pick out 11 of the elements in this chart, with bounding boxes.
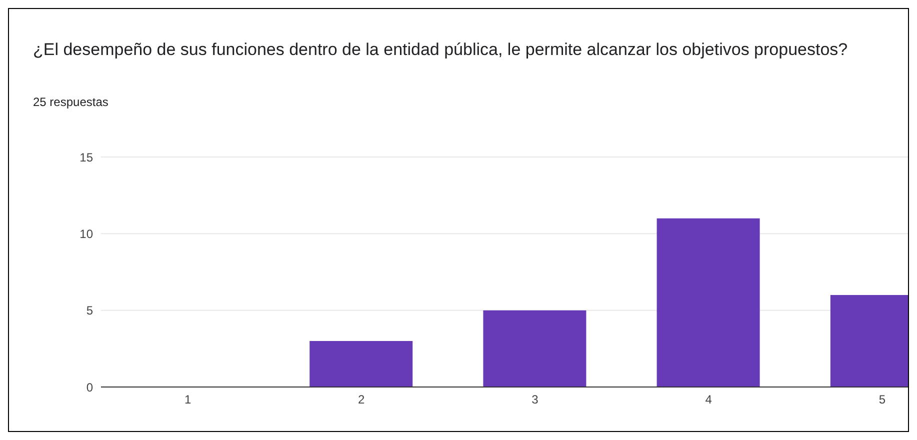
- x-tick-label: 3: [532, 392, 539, 407]
- x-tick-label: 5: [878, 392, 886, 407]
- y-tick-label: 15: [80, 150, 94, 164]
- chart-subtitle: 25 respuestas: [33, 95, 108, 109]
- y-tick-label: 10: [80, 226, 94, 241]
- y-tick-label: 0: [86, 380, 94, 394]
- x-tick-label: 4: [705, 392, 712, 407]
- x-tick-label: 1: [184, 392, 192, 407]
- y-tick-label: 5: [86, 304, 94, 318]
- chart-title: ¿El desempeño de sus funciones dentro de la entidad pública, le permite alcanzar los objetivos propuestos?: [33, 39, 849, 61]
- x-tick-label: 2: [358, 392, 366, 407]
